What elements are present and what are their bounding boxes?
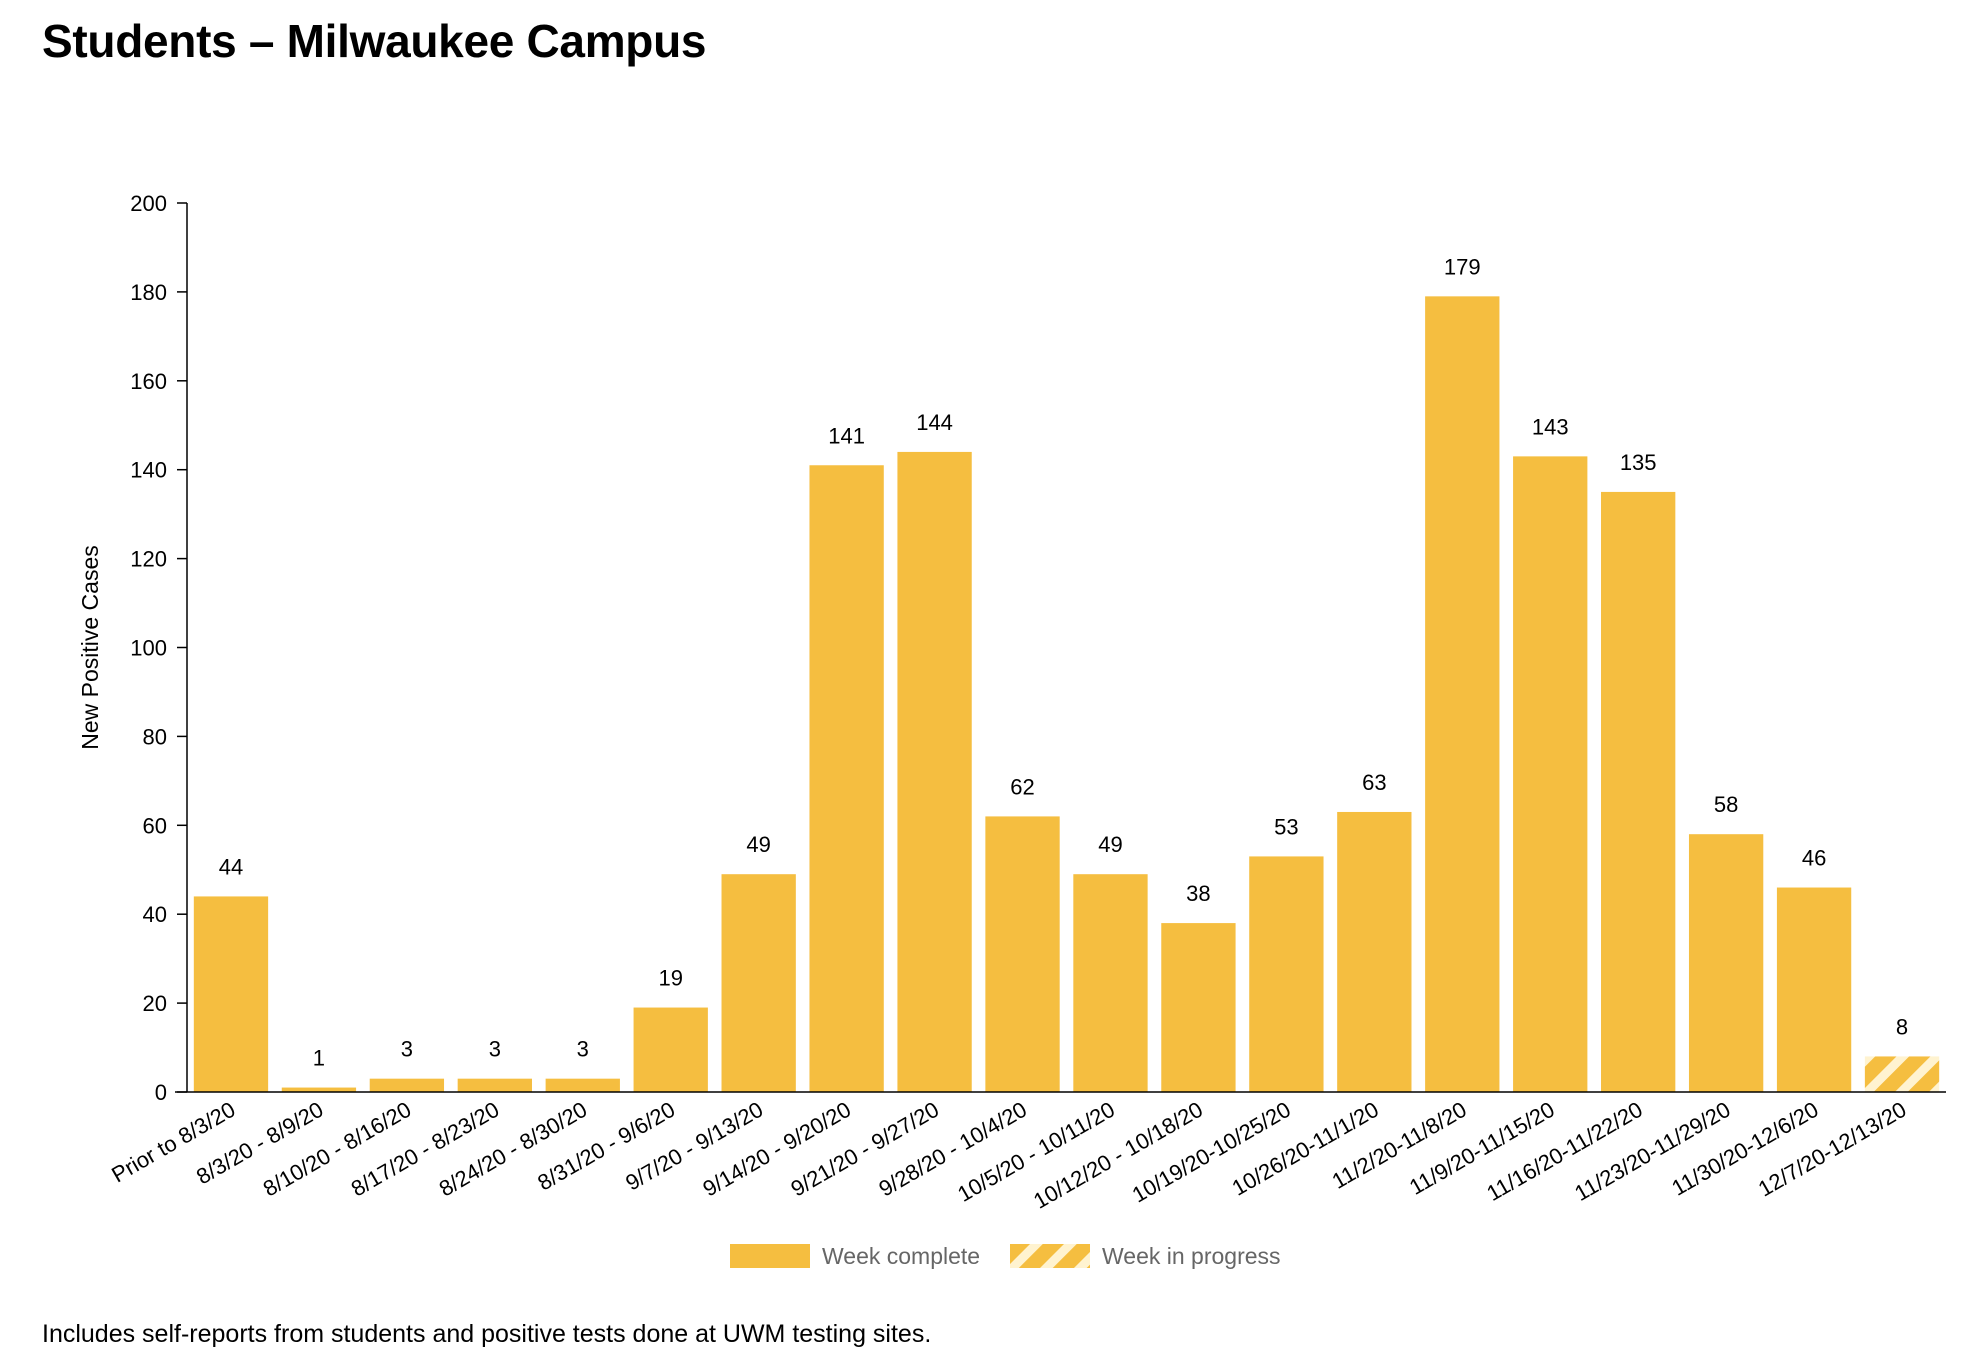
x-axis-labels: Prior to 8/3/208/3/20 - 8/9/208/10/20 - …	[107, 1097, 1910, 1214]
bar	[1337, 811, 1412, 1092]
bar	[369, 1078, 445, 1092]
x-tick-label: 8/10/20 - 8/16/20	[259, 1097, 416, 1202]
x-tick-label: 12/7/20-12/13/20	[1754, 1097, 1911, 1202]
bar-value-label: 3	[577, 1037, 589, 1062]
bar-value-label: 141	[828, 423, 865, 448]
bar-value-label: 49	[1098, 832, 1122, 857]
bar	[1601, 491, 1676, 1092]
bar	[1513, 456, 1588, 1092]
footnote: Includes self-reports from students and …	[42, 1320, 932, 1348]
x-tick-label: 10/19/20-10/25/20	[1128, 1097, 1295, 1208]
y-tick-label: 0	[155, 1080, 167, 1105]
y-tick-label: 200	[130, 191, 167, 216]
bar-week-in-progress	[1864, 1056, 1940, 1092]
bar-value-label: 46	[1802, 846, 1826, 871]
x-tick-label: 11/23/20-11/29/20	[1570, 1097, 1734, 1206]
x-tick-label: 8/24/20 - 8/30/20	[435, 1097, 592, 1202]
bar-value-label: 144	[916, 410, 953, 435]
x-tick-label: 9/21/20 - 9/27/20	[787, 1097, 944, 1202]
bar	[1249, 856, 1324, 1092]
legend-swatch	[1010, 1244, 1090, 1268]
bar	[897, 451, 972, 1092]
bar-value-label: 1	[313, 1046, 325, 1071]
y-tick-label: 180	[130, 280, 167, 305]
y-axis-label: New Positive Cases	[77, 545, 103, 750]
bars	[193, 296, 1940, 1093]
y-tick-label: 20	[143, 991, 167, 1016]
bar-value-label: 3	[489, 1037, 501, 1062]
bar-value-label: 38	[1186, 881, 1210, 906]
y-tick-label: 60	[143, 813, 167, 838]
bar-value-label: 19	[658, 966, 682, 991]
x-tick-label: 8/17/20 - 8/23/20	[347, 1097, 504, 1202]
bar	[1776, 887, 1852, 1092]
bar	[545, 1078, 620, 1092]
x-tick-label: 9/14/20 - 9/20/20	[699, 1097, 856, 1202]
y-tick-label: 120	[130, 547, 167, 572]
chart-title: Students – Milwaukee Campus	[42, 15, 707, 67]
bar-value-label: 58	[1714, 792, 1738, 817]
bar-value-label: 179	[1444, 254, 1481, 279]
bar-value-label: 143	[1532, 414, 1569, 439]
bar-value-label: 8	[1896, 1014, 1908, 1039]
y-tick-label: 100	[130, 636, 167, 661]
y-axis-ticks: 0 20 40 60 80 100 120 140 160 180 200	[130, 191, 187, 1105]
bar-value-label: 53	[1274, 814, 1298, 839]
bar-value-label: 49	[746, 832, 770, 857]
bar	[1688, 834, 1764, 1092]
legend-label: Week complete	[822, 1243, 980, 1269]
bar-value-label: 63	[1362, 770, 1386, 795]
bar	[633, 1007, 708, 1092]
bar	[1161, 923, 1236, 1092]
bar	[281, 1087, 357, 1092]
y-tick-label: 160	[130, 369, 167, 394]
bar	[457, 1078, 532, 1092]
legend-label: Week in progress	[1102, 1243, 1281, 1269]
y-tick-label: 40	[143, 902, 167, 927]
y-tick-label: 80	[143, 724, 167, 749]
x-tick-label: 11/30/20-12/6/20	[1667, 1097, 1822, 1201]
value-labels: 44 1 3 3 3 19 49 141 144 62 49 38 53 63 179 143 135 58 46 8	[219, 254, 1908, 1070]
bar-chart: 0 20 40 60 80 100 120 140 160 180 200 44 1 3 3 3 19 49 14…	[77, 191, 1946, 1269]
bar	[985, 816, 1060, 1092]
bar-value-label: 62	[1010, 774, 1034, 799]
bar	[1425, 296, 1500, 1093]
bar-value-label: 135	[1620, 450, 1657, 475]
bar-value-label: 44	[219, 854, 243, 879]
bar	[1073, 874, 1148, 1092]
bar	[809, 465, 884, 1092]
x-tick-label: 11/16/20-11/22/20	[1482, 1097, 1646, 1206]
bar	[721, 874, 796, 1092]
x-tick-label: 10/26/20-11/1/20	[1228, 1097, 1383, 1201]
bar-value-label: 3	[401, 1037, 413, 1062]
legend-swatch	[730, 1244, 810, 1268]
legend: Week complete Week in progress	[730, 1243, 1281, 1269]
bar	[193, 896, 269, 1092]
y-tick-label: 140	[130, 458, 167, 483]
